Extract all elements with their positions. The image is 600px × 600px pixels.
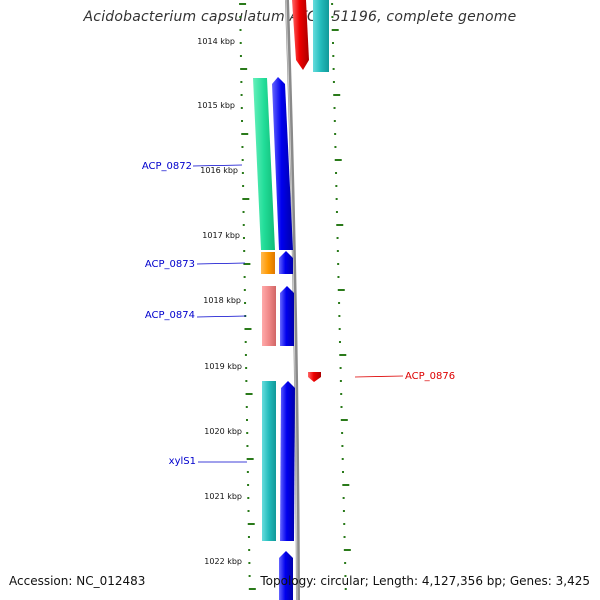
forward-gene-bottom[interactable] (279, 551, 293, 600)
svg-text:xylS1: xylS1 (169, 456, 196, 467)
reverse-gene-acp0876[interactable] (308, 372, 321, 382)
cog-feature-acp0872[interactable] (253, 78, 275, 250)
forward-gene-acp0872[interactable] (272, 77, 293, 250)
tick-label-1015: 1015 kbp (197, 101, 235, 110)
cog-feature-acp0874[interactable] (262, 286, 276, 346)
accession-text: Accession: NC_012483 (9, 574, 146, 588)
gene-label-xyls1[interactable]: xylS1 (169, 456, 247, 467)
forward-gene-acp0873[interactable] (279, 251, 293, 274)
tick-label-1019: 1019 kbp (204, 362, 242, 371)
tick-label-1014: 1014 kbp (197, 37, 235, 46)
backbone-arc (285, 0, 300, 600)
topology-text: Topology: circular; Length: 4,127,356 bp… (260, 574, 590, 588)
cog-feature-acp0873[interactable] (261, 252, 275, 274)
svg-text:ACP_0876: ACP_0876 (405, 371, 455, 382)
ruler-ticks-left (239, 3, 256, 590)
gene-label-acp0872[interactable]: ACP_0872 (142, 161, 243, 172)
gene-label-acp0873[interactable]: ACP_0873 (145, 259, 246, 270)
forward-gene-xyls1[interactable] (280, 381, 295, 541)
ruler-ticks-right (331, 3, 351, 590)
tick-label-1021: 1021 kbp (204, 492, 242, 501)
tick-label-1017: 1017 kbp (202, 231, 240, 240)
cog-feature-top[interactable] (313, 0, 329, 72)
gene-label-acp0874[interactable]: ACP_0874 (145, 310, 247, 321)
reverse-strand-feature-top[interactable] (292, 0, 309, 70)
kbp-ruler: 1014 kbp 1015 kbp 1016 kbp 1017 kbp 1018… (197, 37, 242, 566)
cog-feature-xyls1[interactable] (262, 381, 276, 541)
forward-gene-acp0874[interactable] (280, 286, 294, 346)
tick-label-1016: 1016 kbp (200, 166, 238, 175)
svg-text:ACP_0872: ACP_0872 (142, 161, 192, 172)
tick-label-1018: 1018 kbp (203, 296, 241, 305)
svg-text:ACP_0874: ACP_0874 (145, 310, 195, 321)
tick-label-1020: 1020 kbp (204, 427, 242, 436)
tick-label-1022: 1022 kbp (204, 557, 242, 566)
gene-label-acp0876[interactable]: ACP_0876 (354, 371, 455, 382)
svg-text:ACP_0873: ACP_0873 (145, 259, 195, 270)
